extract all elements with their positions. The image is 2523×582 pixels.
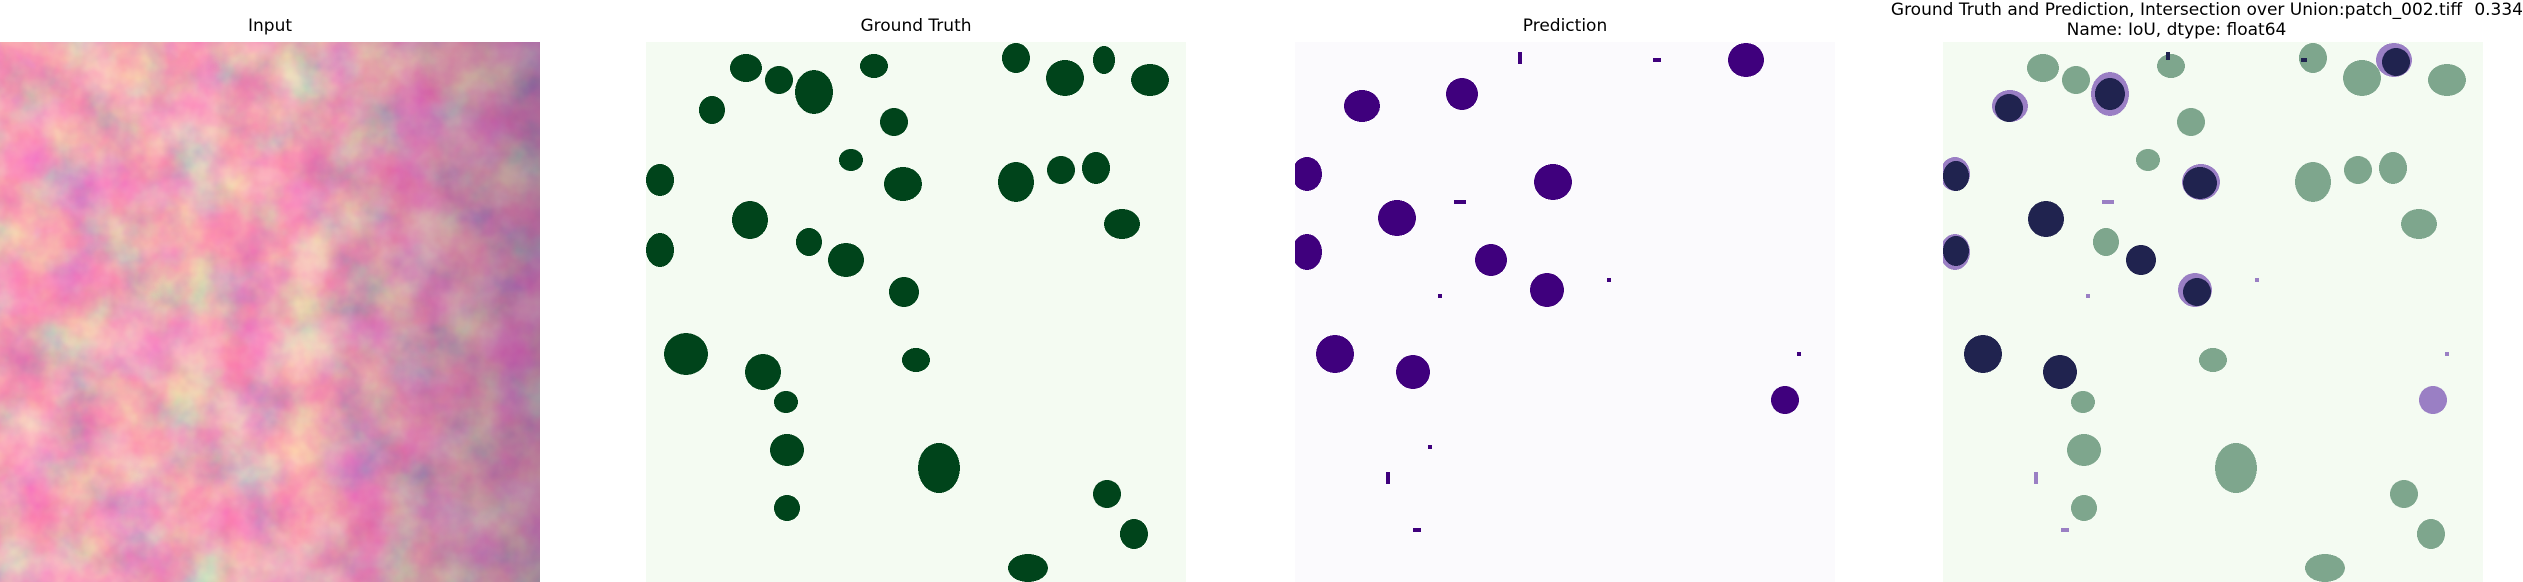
overlay-intersection <box>1943 48 2410 389</box>
prediction-panel-title: Prediction <box>1522 16 1608 36</box>
overlay-gt-only <box>2027 43 2466 582</box>
pred-blobs <box>1295 43 1801 532</box>
overlay-panel-title: Ground Truth and Prediction, Intersectio… <box>1830 0 2523 40</box>
input-image <box>0 42 540 582</box>
ground-truth-mask <box>646 42 1186 582</box>
prediction-mask <box>1295 42 1835 582</box>
gt-blobs <box>646 43 1169 582</box>
overlay-iou-score: 0.334 <box>2474 0 2523 20</box>
pred-background <box>1295 42 1835 582</box>
overlay-title-line2: Name: IoU, dtype: float64 <box>2066 20 2287 40</box>
ground-truth-panel-title: Ground Truth <box>860 16 972 36</box>
input-panel-title: Input <box>247 16 293 36</box>
overlay-title-line1: Ground Truth and Prediction, Intersectio… <box>1890 0 2463 20</box>
overlay-mask <box>1943 42 2483 582</box>
